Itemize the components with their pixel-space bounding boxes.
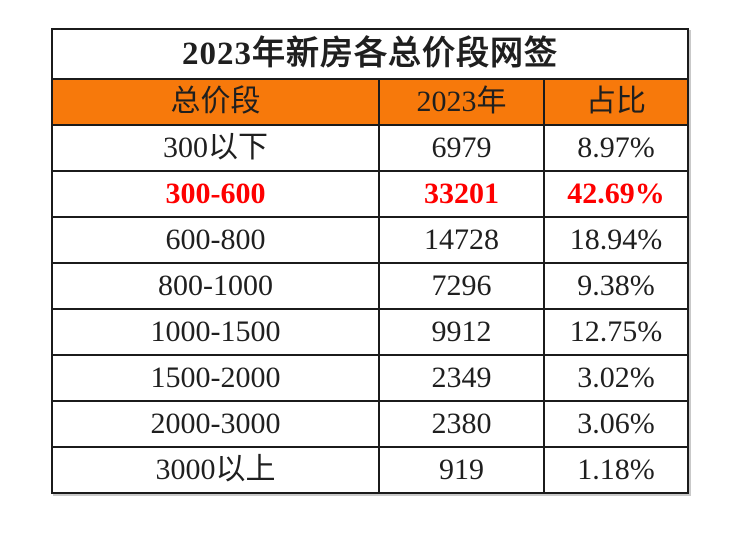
table-row: 3000以上 919 1.18% bbox=[51, 446, 689, 494]
share-cell: 42.69% bbox=[543, 170, 689, 218]
count-cell: 33201 bbox=[378, 170, 545, 218]
share-cell: 3.02% bbox=[543, 354, 689, 402]
price-range-cell: 2000-3000 bbox=[51, 400, 380, 448]
header-price-range: 总价段 bbox=[51, 78, 380, 126]
count-cell: 2380 bbox=[378, 400, 545, 448]
price-range-cell: 800-1000 bbox=[51, 262, 380, 310]
share-cell: 18.94% bbox=[543, 216, 689, 264]
table-row: 1000-1500 9912 12.75% bbox=[51, 308, 689, 356]
header-year: 2023年 bbox=[378, 78, 545, 126]
count-cell: 9912 bbox=[378, 308, 545, 356]
share-cell: 8.97% bbox=[543, 124, 689, 172]
share-cell: 3.06% bbox=[543, 400, 689, 448]
share-cell: 9.38% bbox=[543, 262, 689, 310]
price-range-cell: 1000-1500 bbox=[51, 308, 380, 356]
table-title: 2023年新房各总价段网签 bbox=[51, 28, 689, 80]
table-title-row: 2023年新房各总价段网签 bbox=[51, 28, 689, 80]
price-range-cell: 600-800 bbox=[51, 216, 380, 264]
table-row-highlighted: 300-600 33201 42.69% bbox=[51, 170, 689, 218]
table-row: 1500-2000 2349 3.02% bbox=[51, 354, 689, 402]
price-segment-table: 2023年新房各总价段网签 总价段 2023年 占比 300以下 6979 8.… bbox=[51, 28, 689, 494]
count-cell: 14728 bbox=[378, 216, 545, 264]
header-share: 占比 bbox=[543, 78, 689, 126]
count-cell: 2349 bbox=[378, 354, 545, 402]
table-row: 800-1000 7296 9.38% bbox=[51, 262, 689, 310]
count-cell: 7296 bbox=[378, 262, 545, 310]
table-header-row: 总价段 2023年 占比 bbox=[51, 78, 689, 126]
share-cell: 1.18% bbox=[543, 446, 689, 494]
count-cell: 6979 bbox=[378, 124, 545, 172]
price-range-cell: 3000以上 bbox=[51, 446, 380, 494]
table-row: 600-800 14728 18.94% bbox=[51, 216, 689, 264]
price-range-cell: 300以下 bbox=[51, 124, 380, 172]
count-cell: 919 bbox=[378, 446, 545, 494]
table-row: 2000-3000 2380 3.06% bbox=[51, 400, 689, 448]
table-row: 300以下 6979 8.97% bbox=[51, 124, 689, 172]
share-cell: 12.75% bbox=[543, 308, 689, 356]
price-range-cell: 300-600 bbox=[51, 170, 380, 218]
price-range-cell: 1500-2000 bbox=[51, 354, 380, 402]
